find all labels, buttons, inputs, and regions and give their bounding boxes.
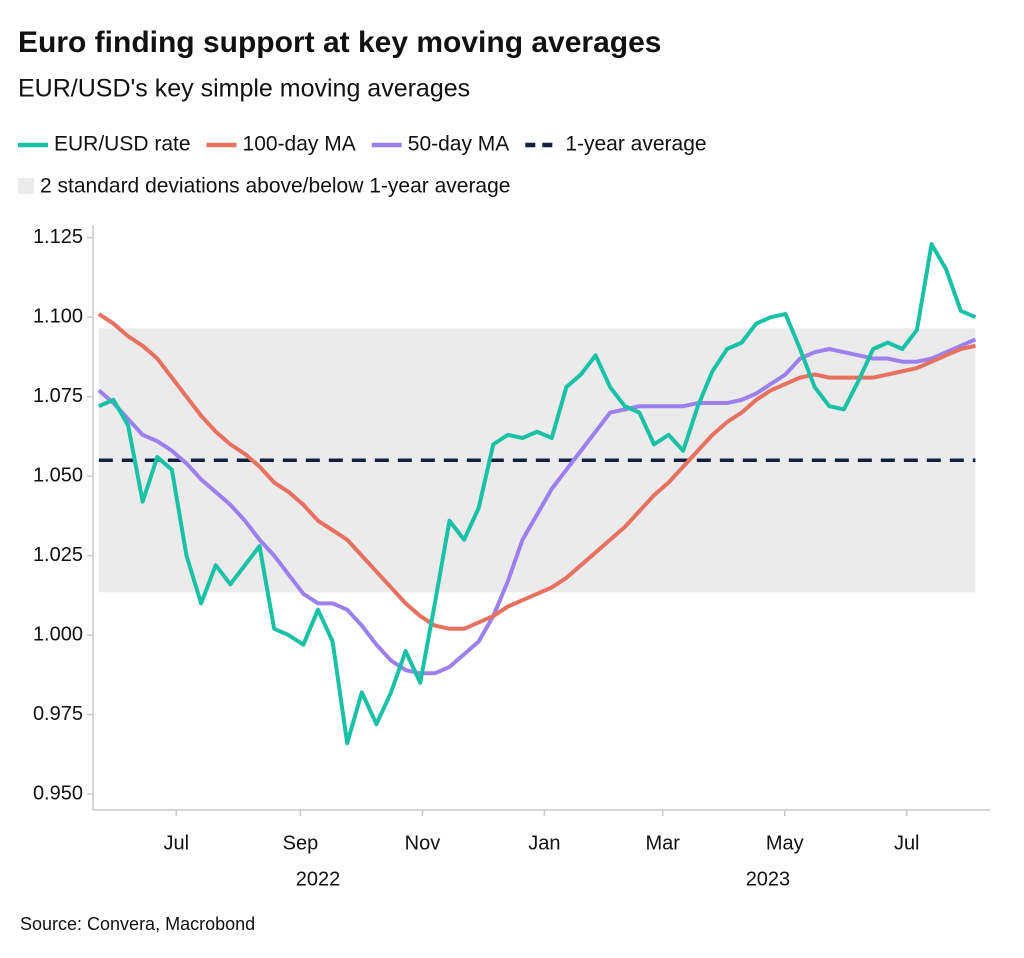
y-tick-label: 1.025 (33, 544, 83, 566)
y-tick-label: 0.975 (33, 703, 83, 725)
legend-label: 50-day MA (408, 133, 510, 156)
y-tick-label: 1.050 (33, 464, 83, 486)
y-tick-label: 1.000 (33, 623, 83, 645)
x-tick-label: Jul (163, 832, 189, 854)
legend-label: 1-year average (565, 133, 706, 156)
y-tick-label: 1.125 (33, 226, 83, 248)
y-tick-label: 0.950 (33, 782, 83, 804)
series-line (97, 337, 977, 676)
x-tick-label: Jul (894, 832, 920, 854)
chart-subtitle: EUR/USD's key simple moving averages (18, 75, 470, 103)
x-group-label: 2023 (746, 868, 791, 890)
x-tick-label: May (766, 832, 804, 854)
x-group-label: 2022 (296, 868, 341, 890)
legend-label: 100-day MA (243, 133, 356, 156)
series-line (98, 242, 977, 746)
legend-swatch (18, 178, 34, 194)
y-tick-label: 1.100 (33, 305, 83, 327)
x-tick-label: Sep (283, 832, 319, 854)
y-tick-label: 1.075 (33, 385, 83, 407)
legend-label: 2 standard deviations above/below 1-year… (40, 175, 510, 198)
legend-label: EUR/USD rate (54, 133, 191, 156)
x-tick-label: Nov (405, 832, 441, 854)
x-tick-label: Mar (646, 832, 681, 854)
chart-title: Euro finding support at key moving avera… (18, 26, 661, 59)
source-note: Source: Convera, Macrobond (20, 914, 255, 934)
series-line (97, 312, 976, 631)
x-tick-label: Jan (528, 832, 560, 854)
